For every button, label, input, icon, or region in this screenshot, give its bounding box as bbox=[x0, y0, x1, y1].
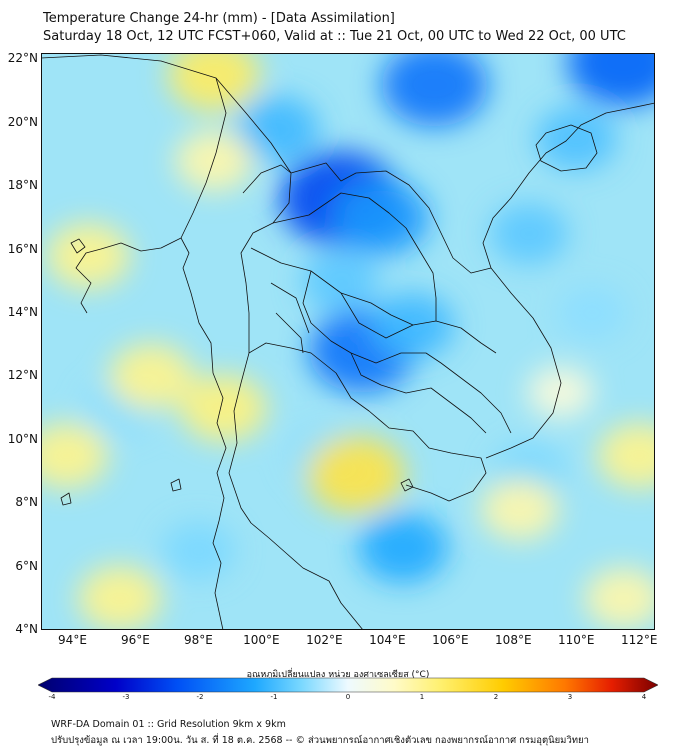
colorbar bbox=[38, 677, 658, 693]
lat-tick-label: 16°N bbox=[7, 241, 38, 256]
anomaly-blob bbox=[489, 202, 569, 265]
anomaly-blob bbox=[300, 250, 380, 313]
lon-tick-label: 106°E bbox=[432, 633, 469, 647]
lon-tick-label: 104°E bbox=[369, 633, 406, 647]
lat-tick-label: 6°N bbox=[15, 558, 38, 573]
lat-tick-label: 18°N bbox=[7, 178, 38, 193]
colorbar-tick-label: 4 bbox=[641, 693, 647, 701]
colorbar-tick-label: 2 bbox=[493, 693, 499, 701]
anomaly-blob bbox=[167, 53, 261, 112]
colorbar-tick-label: -3 bbox=[122, 693, 130, 701]
anomaly-blob bbox=[480, 478, 559, 541]
anomaly-blob bbox=[41, 422, 109, 489]
anomaly-blob bbox=[46, 222, 131, 289]
chart-title: Temperature Change 24-hr (mm) - [Data As… bbox=[43, 11, 395, 26]
lon-tick-label: 108°E bbox=[495, 633, 532, 647]
anomaly-blob bbox=[333, 180, 429, 256]
colorbar-tick-label: 1 bbox=[419, 693, 425, 701]
map-border bbox=[41, 53, 655, 630]
colorbar-tick-label: -2 bbox=[196, 693, 204, 701]
anomaly-blob bbox=[584, 567, 655, 630]
colorbar-tick-label: 0 bbox=[345, 693, 351, 701]
anomaly-blob bbox=[535, 106, 617, 171]
anomaly-blob bbox=[381, 53, 488, 127]
anomaly-blob bbox=[77, 565, 162, 630]
lon-tick-label: 112°E bbox=[621, 633, 658, 647]
anomaly-blob bbox=[109, 343, 194, 410]
colorbar-tick-label: -1 bbox=[270, 693, 278, 701]
footer-credits: ปรับปรุงข้อมูล ณ เวลา 19:00น. วัน ส. ที่… bbox=[51, 735, 589, 746]
colorbar-bar bbox=[38, 677, 658, 693]
temperature-change-map bbox=[41, 53, 655, 630]
lon-tick-label: 102°E bbox=[306, 633, 343, 647]
chart-subtitle: Saturday 18 Oct, 12 UTC FCST+060, Valid … bbox=[43, 29, 626, 44]
anomaly-blob bbox=[180, 373, 268, 443]
anomaly-blob bbox=[174, 129, 254, 192]
anomaly-blob bbox=[235, 96, 320, 163]
anomaly-blob bbox=[557, 285, 628, 341]
lon-tick-label: 96°E bbox=[121, 633, 150, 647]
footer-model-info: WRF-DA Domain 01 :: Grid Resolution 9km … bbox=[51, 719, 286, 730]
lat-tick-label: 10°N bbox=[7, 431, 38, 446]
anomaly-blob bbox=[162, 522, 235, 580]
anomaly-blob bbox=[306, 436, 405, 514]
lon-tick-label: 94°E bbox=[58, 633, 87, 647]
lat-tick-label: 12°N bbox=[7, 368, 38, 383]
lon-tick-label: 98°E bbox=[183, 633, 213, 647]
lon-tick-label: 100°E bbox=[243, 633, 280, 647]
lon-tick-label: 110°E bbox=[558, 633, 595, 647]
colorbar-tick-label: 3 bbox=[567, 693, 573, 701]
lat-tick-label: 14°N bbox=[7, 304, 38, 319]
lat-tick-label: 20°N bbox=[7, 114, 38, 129]
anomaly-blob bbox=[597, 422, 655, 489]
colorbar-tick-label: -4 bbox=[48, 693, 56, 701]
lat-tick-label: 8°N bbox=[15, 495, 38, 510]
coastlines-and-borders bbox=[41, 54, 655, 630]
colorbar-title: อุณหภูมิเปลี่ยนแปลง หน่วย องศาเซลเซียส (… bbox=[246, 670, 430, 680]
lat-tick-label: 22°N bbox=[7, 51, 38, 66]
lat-tick-label: 4°N bbox=[15, 622, 38, 636]
anomaly-blob bbox=[526, 365, 595, 419]
anomaly-blob bbox=[567, 53, 655, 107]
anomaly-blob bbox=[358, 512, 448, 583]
